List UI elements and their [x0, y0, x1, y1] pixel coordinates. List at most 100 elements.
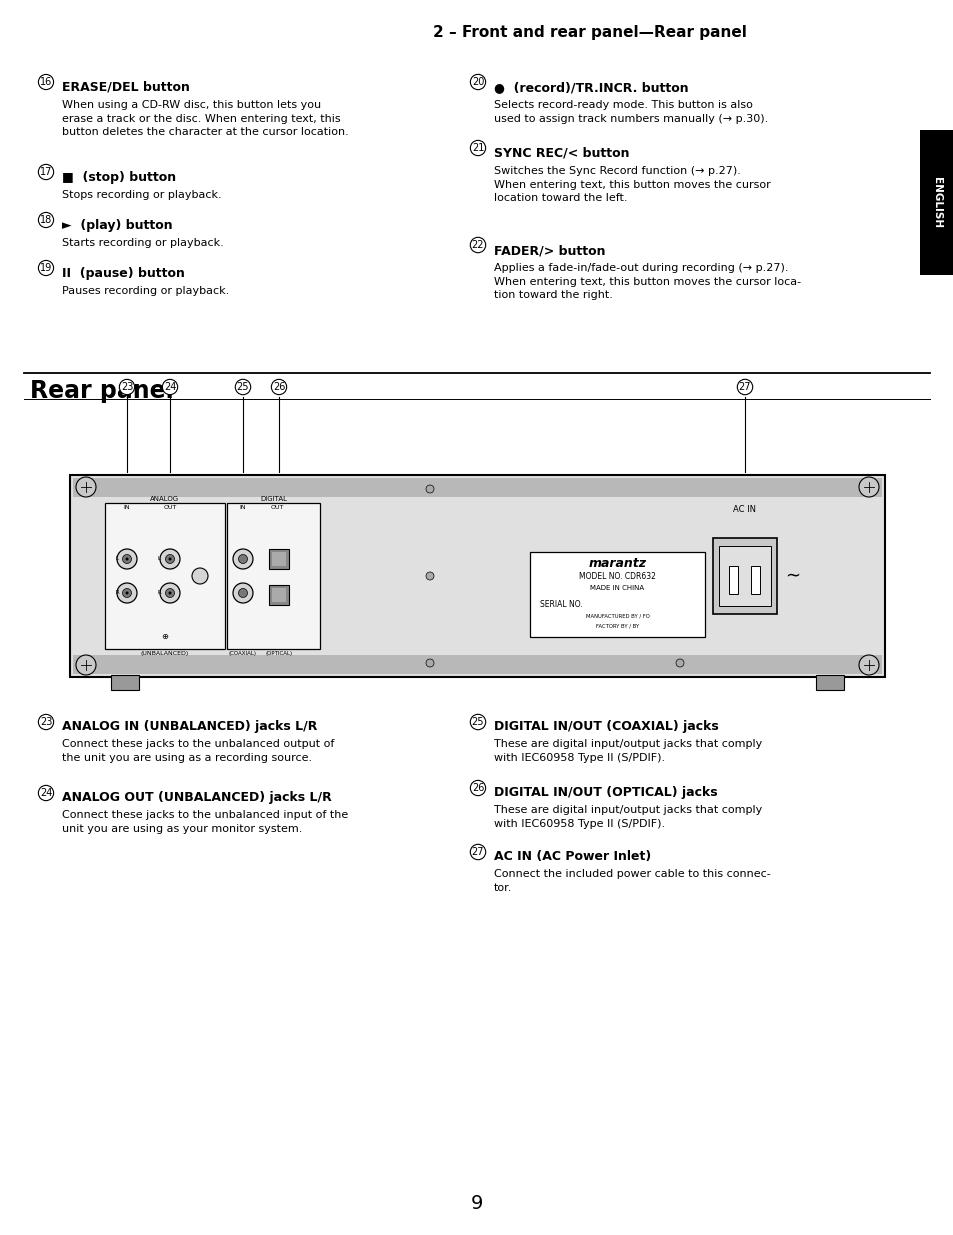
Text: 25: 25 — [236, 382, 249, 391]
Text: 9: 9 — [471, 1194, 482, 1213]
Text: L: L — [115, 557, 118, 562]
Text: These are digital input/output jacks that comply
with IEC60958 Type II (S/PDIF).: These are digital input/output jacks tha… — [494, 805, 761, 829]
FancyBboxPatch shape — [73, 655, 882, 674]
Text: ANALOG IN (UNBALANCED) jacks L/R: ANALOG IN (UNBALANCED) jacks L/R — [62, 720, 317, 734]
Text: AC IN (AC Power Inlet): AC IN (AC Power Inlet) — [494, 850, 651, 863]
Text: Pauses recording or playback.: Pauses recording or playback. — [62, 287, 229, 296]
Text: (UNBALANCED): (UNBALANCED) — [141, 651, 189, 656]
Text: ►  (play) button: ► (play) button — [62, 219, 172, 232]
FancyBboxPatch shape — [919, 130, 953, 275]
FancyBboxPatch shape — [815, 676, 843, 690]
FancyBboxPatch shape — [272, 588, 286, 601]
Text: 2 – Front and rear panel—Rear panel: 2 – Front and rear panel—Rear panel — [433, 25, 746, 40]
Text: 21: 21 — [472, 143, 484, 153]
Text: FADER/> button: FADER/> button — [494, 245, 605, 257]
Text: AC IN: AC IN — [733, 505, 756, 514]
Text: ENGLISH: ENGLISH — [931, 178, 941, 228]
Text: ANALOG: ANALOG — [151, 496, 179, 501]
FancyBboxPatch shape — [105, 503, 225, 650]
Text: Connect the included power cable to this connec-
tor.: Connect the included power cable to this… — [494, 869, 770, 893]
Text: These are digital input/output jacks that comply
with IEC60958 Type II (S/PDIF).: These are digital input/output jacks tha… — [494, 739, 761, 762]
Text: When using a CD-RW disc, this button lets you
erase a track or the disc. When en: When using a CD-RW disc, this button let… — [62, 100, 349, 137]
Text: marantz: marantz — [588, 557, 646, 571]
Text: OUT: OUT — [270, 505, 283, 510]
Circle shape — [160, 583, 180, 603]
Text: Connect these jacks to the unbalanced input of the
unit you are using as your mo: Connect these jacks to the unbalanced in… — [62, 810, 348, 834]
Circle shape — [76, 477, 96, 496]
Circle shape — [122, 589, 132, 598]
Text: Switches the Sync Record function (→ p.27).
When entering text, this button move: Switches the Sync Record function (→ p.2… — [494, 165, 770, 204]
Text: 26: 26 — [472, 783, 484, 793]
Text: Starts recording or playback.: Starts recording or playback. — [62, 238, 224, 248]
FancyBboxPatch shape — [70, 475, 884, 677]
Circle shape — [233, 550, 253, 569]
Text: 27: 27 — [738, 382, 750, 391]
Text: Connect these jacks to the unbalanced output of
the unit you are using as a reco: Connect these jacks to the unbalanced ou… — [62, 739, 334, 762]
FancyBboxPatch shape — [227, 503, 319, 650]
Text: IN: IN — [239, 505, 246, 510]
Circle shape — [858, 655, 878, 676]
Text: DIGITAL IN/OUT (COAXIAL) jacks: DIGITAL IN/OUT (COAXIAL) jacks — [494, 720, 718, 734]
Circle shape — [76, 655, 96, 676]
Text: 24: 24 — [164, 382, 176, 391]
FancyBboxPatch shape — [73, 478, 882, 496]
Circle shape — [169, 557, 172, 561]
Text: ■  (stop) button: ■ (stop) button — [62, 170, 176, 184]
Circle shape — [238, 589, 247, 598]
Text: R: R — [115, 590, 119, 595]
FancyBboxPatch shape — [750, 566, 760, 594]
FancyBboxPatch shape — [719, 546, 770, 606]
Text: Rear panel: Rear panel — [30, 379, 173, 403]
Circle shape — [676, 659, 683, 667]
Circle shape — [126, 592, 129, 594]
Circle shape — [169, 592, 172, 594]
Text: ∼: ∼ — [784, 567, 800, 585]
Text: DIGITAL: DIGITAL — [260, 496, 287, 501]
Circle shape — [160, 550, 180, 569]
Text: DIGITAL IN/OUT (OPTICAL) jacks: DIGITAL IN/OUT (OPTICAL) jacks — [494, 785, 717, 799]
Circle shape — [426, 485, 434, 493]
FancyBboxPatch shape — [269, 585, 289, 605]
Text: ERASE/DEL button: ERASE/DEL button — [62, 82, 190, 94]
Text: 26: 26 — [273, 382, 285, 391]
Circle shape — [165, 555, 174, 563]
Circle shape — [122, 555, 132, 563]
Circle shape — [117, 583, 137, 603]
Text: MODEL NO. CDR632: MODEL NO. CDR632 — [578, 572, 656, 580]
Text: IN: IN — [124, 505, 131, 510]
Text: MANUFACTURED BY / FO: MANUFACTURED BY / FO — [585, 614, 649, 619]
Text: ⊕: ⊕ — [161, 632, 169, 641]
Circle shape — [192, 568, 208, 584]
FancyBboxPatch shape — [712, 538, 776, 614]
FancyBboxPatch shape — [728, 566, 738, 594]
Text: MADE IN CHINA: MADE IN CHINA — [590, 585, 644, 592]
Circle shape — [238, 555, 247, 563]
Text: 23: 23 — [121, 382, 133, 391]
Text: 19: 19 — [40, 263, 52, 273]
Text: FACTORY BY / BY: FACTORY BY / BY — [596, 624, 639, 629]
Circle shape — [426, 659, 434, 667]
FancyBboxPatch shape — [272, 552, 286, 566]
Text: OUT: OUT — [163, 505, 176, 510]
Text: 23: 23 — [40, 718, 52, 727]
Text: 22: 22 — [471, 240, 484, 249]
FancyBboxPatch shape — [530, 552, 704, 637]
Text: L: L — [157, 557, 160, 562]
Text: Selects record-ready mode. This button is also
used to assign track numbers manu: Selects record-ready mode. This button i… — [494, 100, 767, 124]
Text: (OPTICAL): (OPTICAL) — [265, 651, 293, 656]
Text: 20: 20 — [472, 77, 484, 86]
Text: 25: 25 — [471, 718, 484, 727]
Circle shape — [426, 572, 434, 580]
Circle shape — [165, 589, 174, 598]
FancyBboxPatch shape — [269, 550, 289, 569]
Circle shape — [858, 477, 878, 496]
Circle shape — [117, 550, 137, 569]
FancyBboxPatch shape — [111, 676, 139, 690]
Text: SYNC REC/< button: SYNC REC/< button — [494, 147, 629, 161]
Text: ANALOG OUT (UNBALANCED) jacks L/R: ANALOG OUT (UNBALANCED) jacks L/R — [62, 790, 332, 804]
Circle shape — [233, 583, 253, 603]
Text: R: R — [157, 590, 161, 595]
Text: Applies a fade-in/fade-out during recording (→ p.27).
When entering text, this b: Applies a fade-in/fade-out during record… — [494, 263, 801, 300]
Text: ●  (record)/TR.INCR. button: ● (record)/TR.INCR. button — [494, 82, 688, 94]
Text: Stops recording or playback.: Stops recording or playback. — [62, 190, 221, 200]
